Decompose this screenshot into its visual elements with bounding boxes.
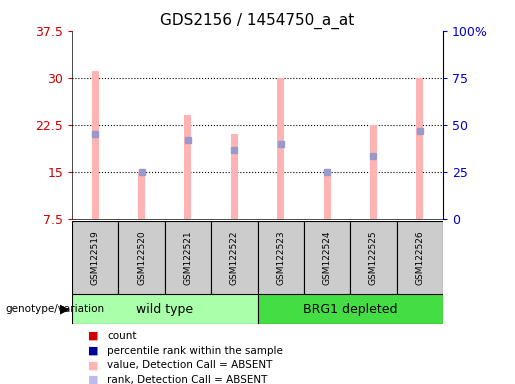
Text: percentile rank within the sample: percentile rank within the sample (107, 346, 283, 356)
Text: genotype/variation: genotype/variation (5, 304, 104, 314)
Text: ■: ■ (88, 331, 98, 341)
Bar (118, 221, 165, 294)
Bar (416, 78, 423, 219)
Bar (258, 221, 304, 294)
Text: ■: ■ (88, 375, 98, 384)
Bar (72, 294, 258, 324)
Title: GDS2156 / 1454750_a_at: GDS2156 / 1454750_a_at (160, 13, 355, 29)
Bar (138, 172, 145, 219)
Bar (92, 71, 99, 219)
Text: GSM122526: GSM122526 (415, 230, 424, 285)
Bar (304, 221, 350, 294)
Bar (258, 294, 443, 324)
Bar (397, 221, 443, 294)
Bar (211, 221, 258, 294)
Bar (370, 125, 377, 219)
Text: GSM122524: GSM122524 (322, 230, 332, 285)
Text: ■: ■ (88, 360, 98, 370)
Text: BRG1 depleted: BRG1 depleted (303, 303, 398, 316)
Text: GSM122522: GSM122522 (230, 230, 239, 285)
Text: ■: ■ (88, 346, 98, 356)
Text: GSM122523: GSM122523 (276, 230, 285, 285)
Text: value, Detection Call = ABSENT: value, Detection Call = ABSENT (107, 360, 272, 370)
Text: GSM122525: GSM122525 (369, 230, 378, 285)
Text: wild type: wild type (136, 303, 193, 316)
Text: rank, Detection Call = ABSENT: rank, Detection Call = ABSENT (107, 375, 267, 384)
Text: count: count (107, 331, 136, 341)
Text: GSM122520: GSM122520 (137, 230, 146, 285)
Bar (231, 134, 238, 219)
Bar (277, 78, 284, 219)
Bar (165, 221, 211, 294)
Bar (350, 221, 397, 294)
Bar (323, 172, 331, 219)
Text: GSM122521: GSM122521 (183, 230, 193, 285)
Text: ▶: ▶ (60, 303, 70, 316)
Bar (184, 116, 192, 219)
Bar (72, 221, 118, 294)
Text: GSM122519: GSM122519 (91, 230, 100, 285)
